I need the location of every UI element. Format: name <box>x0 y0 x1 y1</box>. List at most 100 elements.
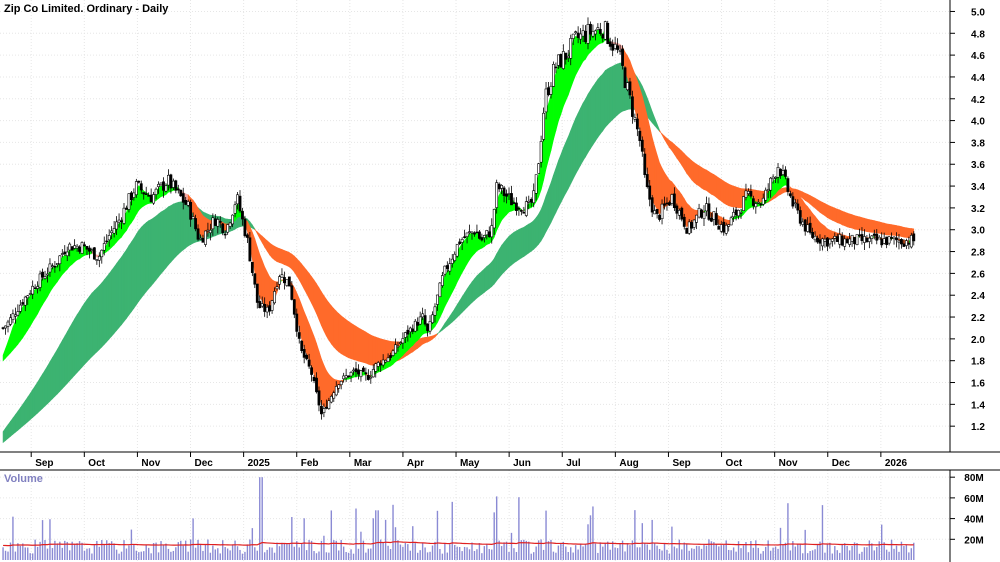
price-tick-label: 3.0 <box>971 226 985 237</box>
candle-body <box>840 235 844 246</box>
long-ribbon-segment <box>567 130 572 189</box>
long-ribbon-segment <box>481 268 485 295</box>
candle-body <box>480 237 484 241</box>
candle-body <box>559 54 563 68</box>
candle-body <box>218 221 222 223</box>
candle-body <box>127 193 131 210</box>
candle-body <box>384 360 388 363</box>
candle-body <box>208 229 212 234</box>
candle-body <box>650 197 654 213</box>
candle-body <box>381 359 385 366</box>
candle-body <box>1 327 5 329</box>
long-ribbon-segment <box>604 68 609 128</box>
long-ribbon-segment <box>54 348 58 398</box>
candle-body <box>803 219 807 232</box>
candle-body <box>734 209 738 216</box>
candle-body <box>171 180 175 188</box>
candle-body <box>379 363 383 366</box>
candle-body <box>793 202 797 205</box>
long-ribbon-segment <box>153 215 157 284</box>
candle-body <box>186 201 190 206</box>
short-ribbon-segment <box>558 63 562 122</box>
candle-body <box>317 390 321 406</box>
price-tick-label: 3.8 <box>971 138 985 149</box>
candle-body <box>510 193 513 206</box>
long-ribbon-segment <box>728 183 732 207</box>
long-ribbon-segment <box>565 136 569 194</box>
long-ribbon-segment <box>345 319 349 359</box>
long-ribbon-segment <box>370 334 374 366</box>
long-ribbon-segment <box>824 203 828 219</box>
candle-body <box>460 239 464 243</box>
candle-body <box>426 323 429 331</box>
candle-body <box>347 375 350 378</box>
long-ribbon-segment <box>333 307 337 351</box>
long-ribbon-segment <box>498 244 502 279</box>
long-ribbon-segment <box>343 317 347 357</box>
long-ribbon-segment <box>587 89 591 154</box>
long-ribbon-segment <box>316 282 320 320</box>
candle-body <box>396 345 400 348</box>
long-ribbon-segment <box>846 212 850 229</box>
candle-body <box>788 193 792 197</box>
candle-body <box>48 263 52 273</box>
long-ribbon-segment <box>150 217 154 287</box>
time-tick-label: Aug <box>619 458 638 469</box>
candle-body <box>206 229 210 232</box>
long-ribbon-segment <box>39 373 43 412</box>
candle-body <box>260 303 264 307</box>
candle-body <box>855 234 859 245</box>
candle-body <box>11 313 15 320</box>
volume-panel: Volume 80M 60M 40M 20M <box>0 469 1000 562</box>
candle-body <box>154 188 158 195</box>
long-ribbon-segment <box>20 403 24 429</box>
candle-body <box>147 195 151 197</box>
long-ribbon-segment <box>321 290 325 332</box>
volume-tick-label: 20M <box>964 535 983 546</box>
volume-tick-label: 80M <box>964 473 983 484</box>
candle-body <box>63 251 67 255</box>
long-ribbon-segment <box>486 263 490 291</box>
long-ribbon-segment <box>37 377 41 414</box>
long-ribbon-segment <box>903 226 907 238</box>
candle-body <box>631 96 634 117</box>
price-tick-label: 3.6 <box>971 160 985 171</box>
time-tick-label: 2025 <box>248 458 271 469</box>
candle-body <box>38 273 42 288</box>
candle-body <box>912 233 916 242</box>
candle-body <box>23 296 27 306</box>
long-ribbon-segment <box>61 335 66 390</box>
long-ribbon-segment <box>817 199 821 213</box>
candle-body <box>766 189 770 192</box>
candle-body <box>764 189 768 201</box>
long-ribbon-segment <box>10 417 14 437</box>
candle-body <box>164 185 168 192</box>
candle-body <box>16 311 20 316</box>
candle-body <box>532 190 536 204</box>
price-tick-label: 4.2 <box>971 95 985 106</box>
candle-body <box>243 218 247 237</box>
long-ribbon-segment <box>698 165 702 189</box>
candle-body <box>376 362 380 367</box>
long-ribbon-segment <box>96 284 100 353</box>
long-ribbon-segment <box>577 107 581 171</box>
candle-body <box>872 233 876 236</box>
long-ribbon-segment <box>108 269 112 340</box>
candle-body <box>640 139 644 152</box>
candle-body <box>539 141 543 163</box>
candle-body <box>850 234 854 242</box>
price-tick-label: 2.2 <box>971 313 985 324</box>
candle-body <box>519 210 523 212</box>
long-ribbon-segment <box>311 275 315 309</box>
candle-body <box>670 194 674 204</box>
candle-body <box>821 238 824 247</box>
candle-body <box>406 329 410 335</box>
candle-body <box>579 33 582 40</box>
candle-body <box>606 22 610 44</box>
candle-body <box>653 210 657 215</box>
long-ribbon-segment <box>71 317 75 379</box>
price-tick-label: 5.0 <box>971 7 985 18</box>
candle-body <box>603 21 607 40</box>
long-ribbon-segment <box>318 286 322 326</box>
candle-body <box>357 369 360 375</box>
